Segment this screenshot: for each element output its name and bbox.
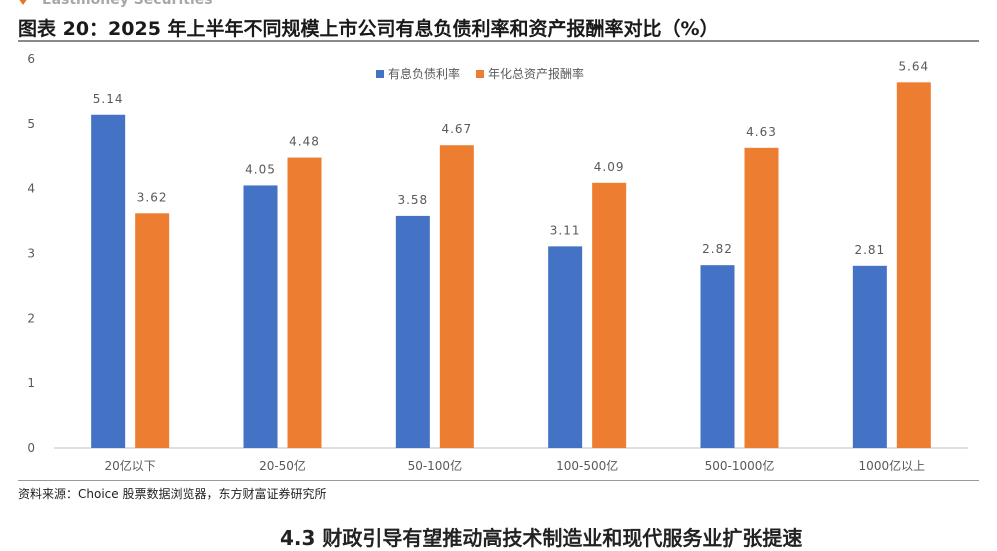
data-label: 4.05	[245, 162, 276, 176]
title-divider	[18, 40, 979, 42]
header-triangle-icon	[18, 0, 28, 5]
bar-interest-rate	[243, 185, 278, 449]
data-label: 4.09	[594, 160, 625, 174]
legend-entry: 有息负债利率	[388, 66, 460, 81]
bar-asset-return	[592, 182, 627, 448]
bar-chart: 0 1 2 3 4 5 6 5.14 3.62 20亿以下 4.05 4.48 20-50亿 3.58 4.…	[27, 52, 968, 473]
x-tick-label: 500-1000亿	[705, 458, 775, 473]
header-brand: Eastmoney Securities	[42, 0, 213, 8]
bar-asset-return	[896, 82, 931, 448]
legend-swatch	[476, 70, 484, 78]
legend-entry: 年化总资产报酬率	[488, 66, 584, 81]
data-label: 4.63	[746, 125, 777, 139]
section-heading: 4.3 财政引导有望推动高技术制造业和现代服务业扩张提速	[280, 526, 803, 550]
y-tick-label: 0	[27, 441, 35, 455]
x-tick-label: 100-500亿	[556, 458, 618, 473]
bar-interest-rate	[852, 265, 887, 448]
y-tick-label: 6	[27, 52, 35, 66]
source-note: 资料来源：Choice 股票数据浏览器，东方财富证券研究所	[18, 487, 327, 501]
y-tick-label: 2	[27, 311, 35, 325]
data-label: 3.58	[397, 193, 428, 207]
bar-asset-return	[135, 213, 170, 448]
data-label: 2.81	[854, 243, 885, 257]
bar-interest-rate	[548, 246, 583, 448]
x-tick-label: 50-100亿	[408, 458, 463, 473]
data-label: 4.48	[289, 135, 320, 149]
bar-interest-rate	[395, 215, 430, 448]
data-label: 4.67	[441, 122, 472, 136]
bar-asset-return	[439, 145, 474, 448]
x-tick-label: 20亿以下	[105, 458, 156, 473]
data-label: 3.11	[550, 223, 581, 237]
y-tick-label: 4	[27, 182, 35, 196]
bar-interest-rate	[91, 114, 126, 449]
data-label: 2.82	[702, 242, 733, 256]
x-tick-label: 1000亿以上	[859, 458, 926, 473]
bar-asset-return	[287, 157, 322, 448]
y-tick-label: 1	[27, 376, 35, 390]
bar-interest-rate	[700, 265, 735, 448]
y-tick-label: 3	[27, 247, 35, 261]
y-tick-label: 5	[27, 117, 35, 131]
x-tick-label: 20-50亿	[259, 458, 306, 473]
figure-title: 图表 20：2025 年上半年不同规模上市公司有息负债利率和资产报酬率对比（%）	[18, 18, 719, 40]
data-label: 5.14	[93, 92, 124, 106]
bar-asset-return	[744, 147, 779, 448]
data-label: 5.64	[898, 59, 929, 73]
chart-frame: 0 1 2 3 4 5 6 5.14 3.62 20亿以下 4.05 4.48 20-50亿 3.58 4.…	[18, 44, 979, 481]
legend-swatch	[376, 70, 384, 78]
data-label: 3.62	[137, 190, 168, 204]
